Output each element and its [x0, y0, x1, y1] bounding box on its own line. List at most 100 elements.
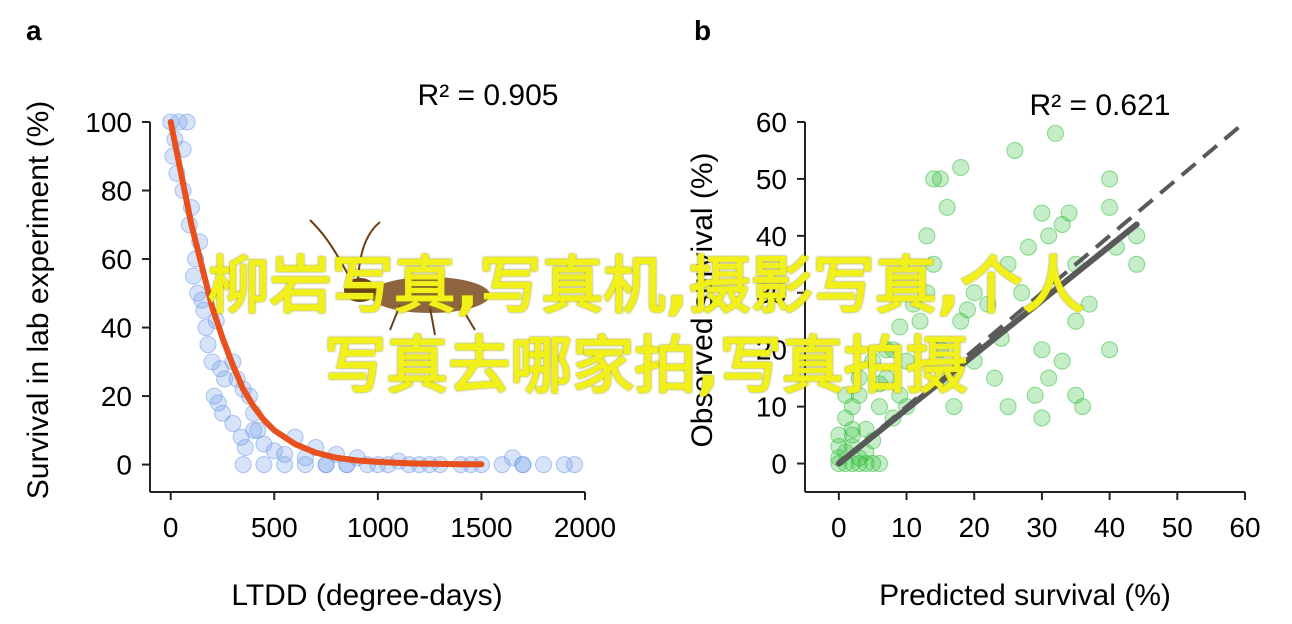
panel-a-data-point: [255, 456, 273, 474]
panel-b-data-point: [1033, 341, 1051, 359]
panel-b-data-point: [945, 398, 963, 416]
panel-b-data-point: [1101, 341, 1119, 359]
panel-b-data-point: [911, 312, 929, 330]
panel-b-data-point: [952, 159, 970, 177]
panel-b-data-point: [1080, 295, 1098, 313]
panel-b-data-point: [843, 420, 861, 438]
panel-b-data-point: [979, 295, 997, 313]
panel-b-data-point: [877, 369, 895, 387]
panel-a-x-tick-label: 2000: [554, 512, 616, 543]
panel-a-fit-line: [167, 119, 485, 468]
insect-illustration: [309, 219, 490, 336]
panel-a-y-tick-label: 40: [101, 313, 132, 344]
panel-a-data-point: [276, 445, 294, 463]
panel-b-data-point: [1033, 204, 1051, 222]
panel-a-data-point: [276, 456, 294, 474]
insect-legs: [389, 304, 476, 336]
panel-b-plot-area: [830, 120, 1247, 473]
panel-b-data-point: [877, 341, 895, 359]
panel-a-x-tick-label: 0: [163, 512, 179, 543]
panel-b-y-tick-label: 50: [756, 164, 787, 195]
panel-b-data-point: [918, 227, 936, 245]
panel-a-data-point: [555, 456, 573, 474]
panel-b-data-point: [843, 426, 861, 444]
insect-antenna: [357, 221, 381, 281]
panel-b-data-point: [931, 341, 949, 359]
panel-a-data-point: [245, 421, 263, 439]
panel-a-y-tick-label: 60: [101, 244, 132, 275]
panel-b-label: b: [694, 15, 711, 46]
panel-b-x-tick-label: 40: [1094, 512, 1125, 543]
panel-b-r2-annotation: R² = 0.621: [1030, 89, 1171, 122]
panel-b-data-point: [830, 437, 848, 455]
panel-a-data-point: [234, 456, 252, 474]
insect-head: [344, 278, 376, 302]
panel-a-data-point: [566, 456, 584, 474]
panel-b-data-point: [898, 352, 916, 370]
panel-b-data-point: [870, 455, 888, 473]
panel-b-data-point: [1101, 198, 1119, 216]
panel-a-data-point: [265, 442, 283, 460]
panel-b-data-point: [1019, 238, 1037, 256]
panel-b-data-point: [918, 284, 936, 302]
panel-b-data-point: [850, 369, 868, 387]
panel-b-y-axis-label: Observed survival (%): [686, 152, 719, 447]
panel-a-x-tick-label: 500: [251, 512, 298, 543]
panel-b-data-point: [1033, 409, 1051, 427]
insect-body: [370, 277, 490, 313]
panel-b-data-point: [1013, 284, 1031, 302]
panel-a-data-point: [209, 394, 227, 412]
panel-a-data-point: [224, 414, 242, 432]
panel-b-data-point: [1006, 141, 1024, 159]
panel-b-data-point: [931, 170, 949, 188]
panel-b-data-point: [1053, 352, 1071, 370]
panel-a-axes: 0 500 1000 1500 2000 0 20 40 60 80 100: [85, 107, 616, 543]
panel-a-data-point: [296, 456, 314, 474]
panel-b-data-point: [925, 170, 943, 188]
panel-a-x-tick-label: 1500: [450, 512, 512, 543]
panel-b-y-tick-label: 10: [756, 392, 787, 423]
panel-b-data-point: [999, 398, 1017, 416]
panel-a-data-point: [197, 319, 215, 337]
panel-a: a 0 500 1000 1500 2000 0 20 40 60 80 100 R² = 0.90…: [22, 15, 616, 612]
panel-b-x-tick-label: 20: [959, 512, 990, 543]
panel-b-data-point: [1046, 124, 1064, 142]
panel-b-data-point: [958, 301, 976, 319]
panel-a-x-axis-label: LTDD (degree-days): [231, 579, 502, 612]
panel-a-x-tick-label: 1000: [347, 512, 409, 543]
panel-a-data-point: [178, 113, 196, 131]
panel-a-data-point: [504, 449, 521, 467]
panel-a-data-point: [185, 267, 202, 285]
panel-b-identity-line: [837, 120, 1247, 466]
panel-b-data-point: [904, 295, 922, 313]
panel-b-y-tick-label: 0: [771, 449, 787, 480]
panel-a-data-point: [214, 404, 231, 422]
panel-b-data-point: [1026, 386, 1044, 404]
panel-b-data-point: [986, 369, 1004, 387]
panel-b-x-tick-label: 60: [1229, 512, 1260, 543]
panel-b-y-tick-label: 30: [756, 278, 787, 309]
panel-b-data-point: [965, 284, 983, 302]
panel-b-data-point: [938, 198, 956, 216]
insect-antenna: [309, 219, 353, 283]
panel-b-x-tick-label: 30: [1026, 512, 1057, 543]
panel-a-data-point: [199, 336, 217, 354]
panel-b-y-tick-label: 40: [756, 221, 787, 252]
panel-b-data-point: [850, 386, 868, 404]
panel-b-data-point: [1128, 255, 1146, 273]
panel-a-y-tick-label: 100: [85, 107, 132, 138]
panel-b-data-point: [1067, 312, 1085, 330]
panel-b-data-point: [870, 375, 888, 393]
panel-b-data-point: [999, 255, 1017, 273]
panel-b-x-tick-label: 10: [891, 512, 922, 543]
panel-a-data-point: [255, 435, 273, 453]
panel-b-data-point: [1101, 170, 1119, 188]
panel-b-x-tick-label: 50: [1162, 512, 1193, 543]
panel-a-data-point: [236, 438, 254, 456]
panel-b-data-point: [1060, 204, 1078, 222]
panel-a-y-tick-label: 0: [116, 450, 132, 481]
panel-b-x-tick-label: 0: [831, 512, 847, 543]
panel-a-data-point: [535, 456, 553, 474]
